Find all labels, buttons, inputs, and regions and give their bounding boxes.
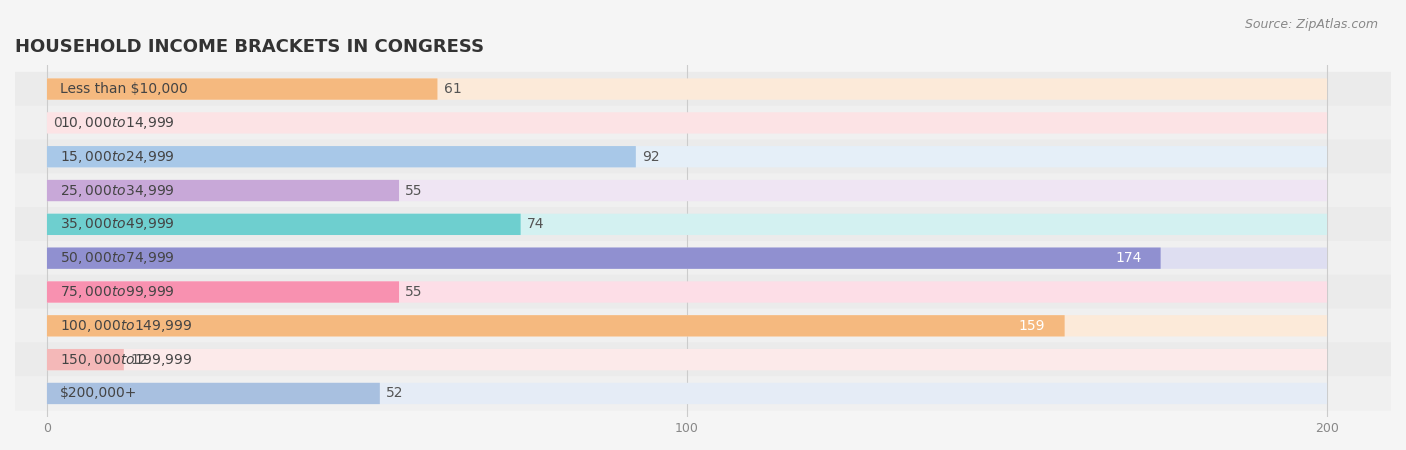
Text: 92: 92 — [643, 150, 659, 164]
FancyBboxPatch shape — [15, 309, 1391, 343]
FancyBboxPatch shape — [46, 349, 1327, 370]
Text: 12: 12 — [131, 353, 148, 367]
Text: 74: 74 — [527, 217, 544, 231]
Text: 174: 174 — [1115, 251, 1142, 265]
FancyBboxPatch shape — [46, 180, 399, 201]
FancyBboxPatch shape — [15, 106, 1391, 140]
FancyBboxPatch shape — [46, 383, 1327, 404]
Text: $150,000 to $199,999: $150,000 to $199,999 — [60, 351, 193, 368]
FancyBboxPatch shape — [46, 214, 520, 235]
FancyBboxPatch shape — [15, 140, 1391, 174]
FancyBboxPatch shape — [46, 146, 1327, 167]
Text: $35,000 to $49,999: $35,000 to $49,999 — [60, 216, 174, 232]
Text: 61: 61 — [444, 82, 461, 96]
Text: $10,000 to $14,999: $10,000 to $14,999 — [60, 115, 174, 131]
FancyBboxPatch shape — [46, 78, 437, 100]
FancyBboxPatch shape — [46, 214, 1327, 235]
FancyBboxPatch shape — [46, 281, 1327, 303]
FancyBboxPatch shape — [46, 349, 124, 370]
Text: Less than $10,000: Less than $10,000 — [60, 82, 187, 96]
FancyBboxPatch shape — [15, 72, 1391, 106]
FancyBboxPatch shape — [46, 315, 1327, 337]
FancyBboxPatch shape — [46, 180, 1327, 201]
Text: 55: 55 — [405, 285, 423, 299]
FancyBboxPatch shape — [15, 207, 1391, 242]
FancyBboxPatch shape — [15, 241, 1391, 275]
FancyBboxPatch shape — [46, 281, 399, 303]
Text: $200,000+: $200,000+ — [60, 387, 138, 400]
Text: $15,000 to $24,999: $15,000 to $24,999 — [60, 148, 174, 165]
FancyBboxPatch shape — [46, 315, 1064, 337]
Text: $50,000 to $74,999: $50,000 to $74,999 — [60, 250, 174, 266]
Text: $75,000 to $99,999: $75,000 to $99,999 — [60, 284, 174, 300]
Text: $25,000 to $34,999: $25,000 to $34,999 — [60, 183, 174, 198]
FancyBboxPatch shape — [46, 248, 1160, 269]
FancyBboxPatch shape — [46, 112, 1327, 134]
Text: 55: 55 — [405, 184, 423, 198]
Text: 52: 52 — [387, 387, 404, 400]
FancyBboxPatch shape — [15, 342, 1391, 377]
FancyBboxPatch shape — [15, 376, 1391, 411]
FancyBboxPatch shape — [46, 383, 380, 404]
FancyBboxPatch shape — [15, 173, 1391, 208]
Text: Source: ZipAtlas.com: Source: ZipAtlas.com — [1244, 18, 1378, 31]
FancyBboxPatch shape — [46, 146, 636, 167]
Text: HOUSEHOLD INCOME BRACKETS IN CONGRESS: HOUSEHOLD INCOME BRACKETS IN CONGRESS — [15, 37, 484, 55]
FancyBboxPatch shape — [15, 275, 1391, 309]
FancyBboxPatch shape — [46, 248, 1327, 269]
Text: $100,000 to $149,999: $100,000 to $149,999 — [60, 318, 193, 334]
Text: 0: 0 — [53, 116, 62, 130]
FancyBboxPatch shape — [46, 78, 1327, 100]
Text: 159: 159 — [1019, 319, 1046, 333]
